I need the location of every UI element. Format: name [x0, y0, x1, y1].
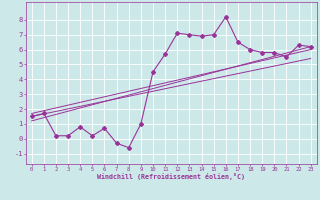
X-axis label: Windchill (Refroidissement éolien,°C): Windchill (Refroidissement éolien,°C): [97, 173, 245, 180]
